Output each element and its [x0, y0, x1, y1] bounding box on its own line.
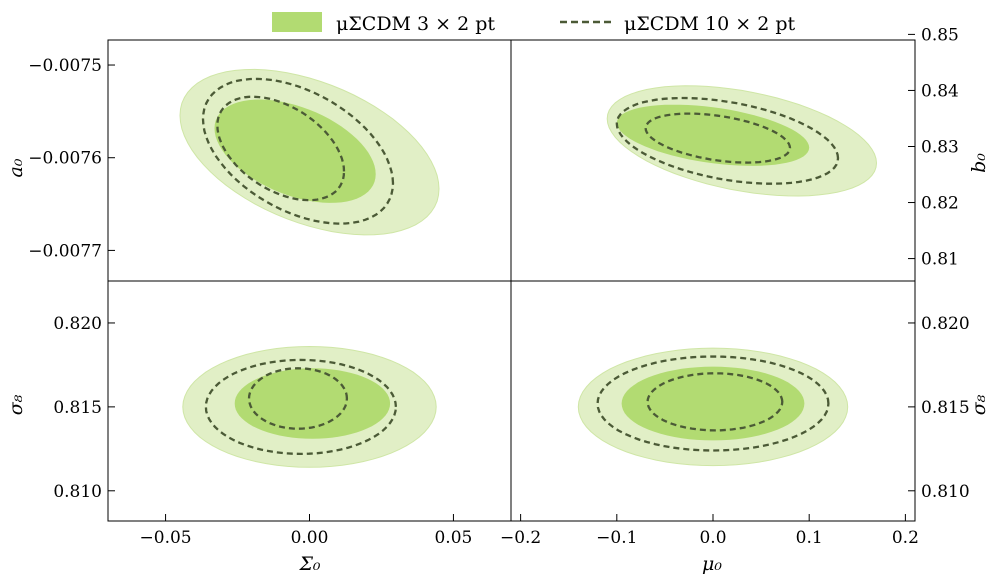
- contour-dashed-95: [596, 355, 830, 452]
- xlabel-mu0: μ₀: [702, 553, 722, 575]
- x-tick-label: 0.0: [699, 528, 726, 548]
- y-tick-label: 0.815: [53, 398, 102, 418]
- legend-filled-swatch: [272, 12, 322, 32]
- panel-sigma0-sigma8: 0.810 0.815 0.820 −0.05 0.00 0.05: [53, 280, 512, 548]
- ylabel-sigma8-right: σ₈: [968, 394, 990, 415]
- ylabel-a0: a₀: [5, 158, 27, 177]
- contour-dashed-95: [201, 77, 395, 225]
- contour-filled-68: [621, 366, 805, 441]
- y-tick-label: 0.84: [921, 81, 959, 101]
- contour-dashed-95: [615, 96, 840, 185]
- y-tick-label: −0.0076: [28, 149, 102, 169]
- contour-dashed-68: [216, 95, 346, 202]
- panel-mu0-sigma8: 0.810 0.815 0.820 −0.2 −0.1 0.0 0.1 0.2: [500, 280, 970, 548]
- y-tick-label: 0.82: [921, 194, 959, 214]
- legend-dashed-label: μΣCDM 10 × 2 pt: [624, 13, 796, 35]
- contour-filled-68: [616, 104, 810, 166]
- contour-filled-68: [214, 99, 376, 203]
- y-tick-label: 0.820: [921, 314, 970, 334]
- y-tick-label: 0.85: [921, 25, 959, 45]
- contour-dashed-95: [204, 358, 398, 456]
- panel-sigma0-a0: −0.0075 −0.0076 −0.0077: [28, 39, 512, 282]
- ylabel-sigma8-left: σ₈: [5, 394, 27, 415]
- y-tick-label: 0.815: [921, 398, 970, 418]
- x-tick-label: −0.2: [500, 528, 541, 548]
- x-tick-label: −0.05: [140, 528, 192, 548]
- y-tick-label: 0.810: [921, 482, 970, 502]
- y-tick-label: 0.83: [921, 137, 959, 157]
- ylabel-b0: b₀: [968, 153, 990, 173]
- x-tick-label: 0.1: [796, 528, 823, 548]
- x-tick-label: 0.05: [434, 528, 472, 548]
- contour-dashed-68: [644, 112, 792, 164]
- y-tick-label: −0.0075: [28, 56, 102, 76]
- y-tick-label: 0.820: [53, 314, 102, 334]
- contour-dashed-68: [247, 367, 349, 430]
- x-tick-label: 0.2: [892, 528, 919, 548]
- panel-mu0-b0: 0.81 0.82 0.83 0.84 0.85: [510, 25, 959, 282]
- xlabel-sigma0: Σ₀: [298, 553, 320, 575]
- y-tick-label: −0.0077: [28, 241, 102, 261]
- legend-filled-label: μΣCDM 3 × 2 pt: [336, 13, 495, 35]
- y-tick-label: 0.81: [921, 250, 959, 270]
- y-tick-label: 0.810: [53, 482, 102, 502]
- contour-dashed-68: [646, 372, 784, 432]
- x-tick-label: −0.1: [596, 528, 637, 548]
- legend: μΣCDM 3 × 2 pt μΣCDM 10 × 2 pt: [272, 12, 796, 35]
- x-tick-label: 0.00: [291, 528, 329, 548]
- contour-filled-68: [234, 368, 391, 439]
